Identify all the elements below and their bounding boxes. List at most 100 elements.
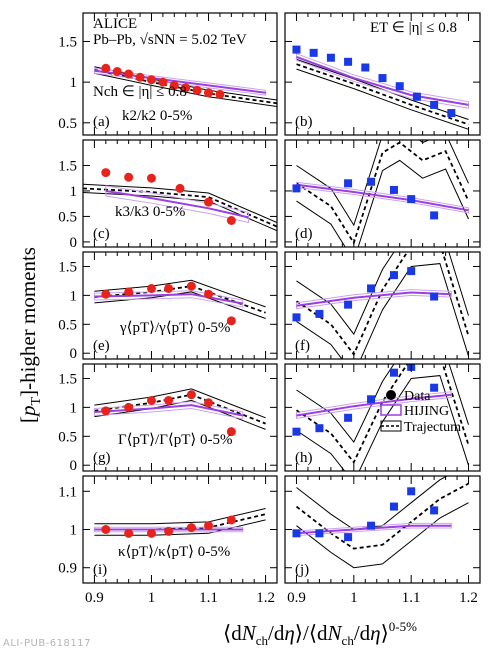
panel-label: (a) (93, 114, 110, 130)
data-point (101, 406, 111, 416)
y-tick-label: 0.9 (58, 561, 77, 577)
data-point (146, 283, 156, 293)
data-point (292, 45, 301, 54)
y-axis-title: [pT]-higher moments (16, 247, 44, 423)
data-point (146, 395, 156, 405)
data-point (164, 395, 174, 405)
y-tick-label: 1 (70, 400, 78, 416)
panel-a: 0.5 1 1.5 (a) (58, 12, 278, 136)
data-point (101, 63, 111, 73)
data-point (101, 289, 111, 299)
panel-g-frame (82, 363, 278, 472)
y-tick-label: 1.1 (58, 484, 77, 500)
hijing-band (295, 289, 452, 310)
data-point (407, 267, 416, 276)
data-point (395, 82, 404, 91)
panel-b-frame (284, 12, 481, 136)
legend-data-marker (386, 390, 396, 400)
hijing-line (94, 69, 266, 94)
panel-c-frame (82, 139, 278, 248)
data-point (407, 195, 416, 204)
panel-a-plot (93, 63, 277, 107)
panel-j-plot (292, 476, 469, 569)
data-point (204, 521, 214, 531)
svg-text:[pT]-higher moments: [pT]-higher moments (16, 247, 44, 423)
data-point (378, 74, 387, 83)
data-point (292, 427, 301, 436)
data-point (186, 523, 196, 533)
data-point (226, 316, 236, 326)
data-point (315, 309, 324, 318)
x-tick-label: 1.1 (199, 590, 218, 606)
data-point (164, 526, 174, 536)
data-point (124, 528, 134, 538)
observable-label: k3/k3 0-5% (115, 204, 185, 220)
panel-i-plot (93, 508, 266, 538)
x-tick-label: 1.2 (459, 590, 478, 606)
data-point (367, 177, 376, 186)
data-point (430, 383, 439, 392)
trajectum-band-lower (94, 519, 266, 536)
panels-layer: 0.5 1 1.5 (a) (b) 0 0.5 1 1.5 (c) (d) 0 0.5 1 1.5 (e) (f… (58, 12, 481, 606)
observable-label: κ⟨pT⟩/κ⟨pT⟩ 0-5% (118, 544, 230, 560)
panel-label: (h) (295, 450, 313, 466)
hijing-line (296, 183, 469, 212)
trajectum-band-lower (94, 399, 266, 430)
data-point (412, 92, 421, 101)
data-point (407, 487, 416, 496)
x-tick-label: 1.2 (256, 590, 275, 606)
data-point (389, 502, 398, 511)
data-point (315, 424, 324, 433)
trajectum-line (296, 141, 470, 246)
panel-g: 0 0.5 1 1.5 (g) (58, 363, 278, 474)
hijing-band (93, 290, 244, 308)
data-point (344, 57, 353, 66)
y-title-bracket-open: [ (16, 416, 40, 423)
y-title-subscript: T (29, 396, 44, 405)
data-point (204, 398, 214, 408)
trajectum-band-lower (296, 263, 469, 359)
y-tick-label: 1 (70, 288, 78, 304)
data-point (124, 69, 134, 79)
panel-d-frame (284, 139, 481, 248)
data-point (164, 283, 174, 293)
legend-trajectum-label: Trajectum (404, 420, 461, 435)
x-tick-label: 0.9 (85, 590, 104, 606)
data-point (430, 211, 439, 220)
y-tick-label: 0 (70, 458, 78, 474)
data-point (389, 185, 398, 194)
trajectum-band-upper (94, 279, 266, 308)
y-tick-label: 1.5 (58, 34, 77, 50)
data-point (292, 184, 301, 193)
panel-label: (c) (93, 226, 110, 242)
data-point (389, 271, 398, 280)
data-point (186, 281, 196, 291)
y-title-rest: ]-higher moments (16, 247, 40, 397)
data-point (309, 48, 318, 57)
data-point (135, 72, 145, 82)
panel-f-frame (284, 251, 481, 360)
data-point (192, 85, 202, 95)
data-point (292, 313, 301, 322)
hijing-band (105, 185, 249, 224)
hijing-band (295, 181, 470, 214)
publication-id: ALI-PUB-618117 (3, 638, 91, 649)
hijing-band (295, 52, 470, 109)
data-point (124, 402, 134, 412)
trajectum-band-lower (296, 68, 469, 130)
panel-g-plot (93, 388, 266, 437)
data-point (292, 529, 301, 538)
hijing-line (94, 293, 243, 305)
y-tick-label: 0.5 (58, 317, 77, 333)
y-tick-label: 1 (70, 75, 78, 91)
data-point (344, 413, 353, 422)
trajectum-line (296, 63, 469, 126)
data-point (447, 109, 456, 118)
hijing-line (296, 393, 452, 417)
panel-h-plot (292, 364, 470, 471)
data-point (175, 183, 185, 193)
legend-data-label: Data (404, 389, 431, 404)
panel-e: 0 0.5 1 1.5 (e) (58, 251, 278, 362)
panel-d: (d) (284, 139, 481, 248)
trajectum-band-lower (296, 502, 469, 569)
